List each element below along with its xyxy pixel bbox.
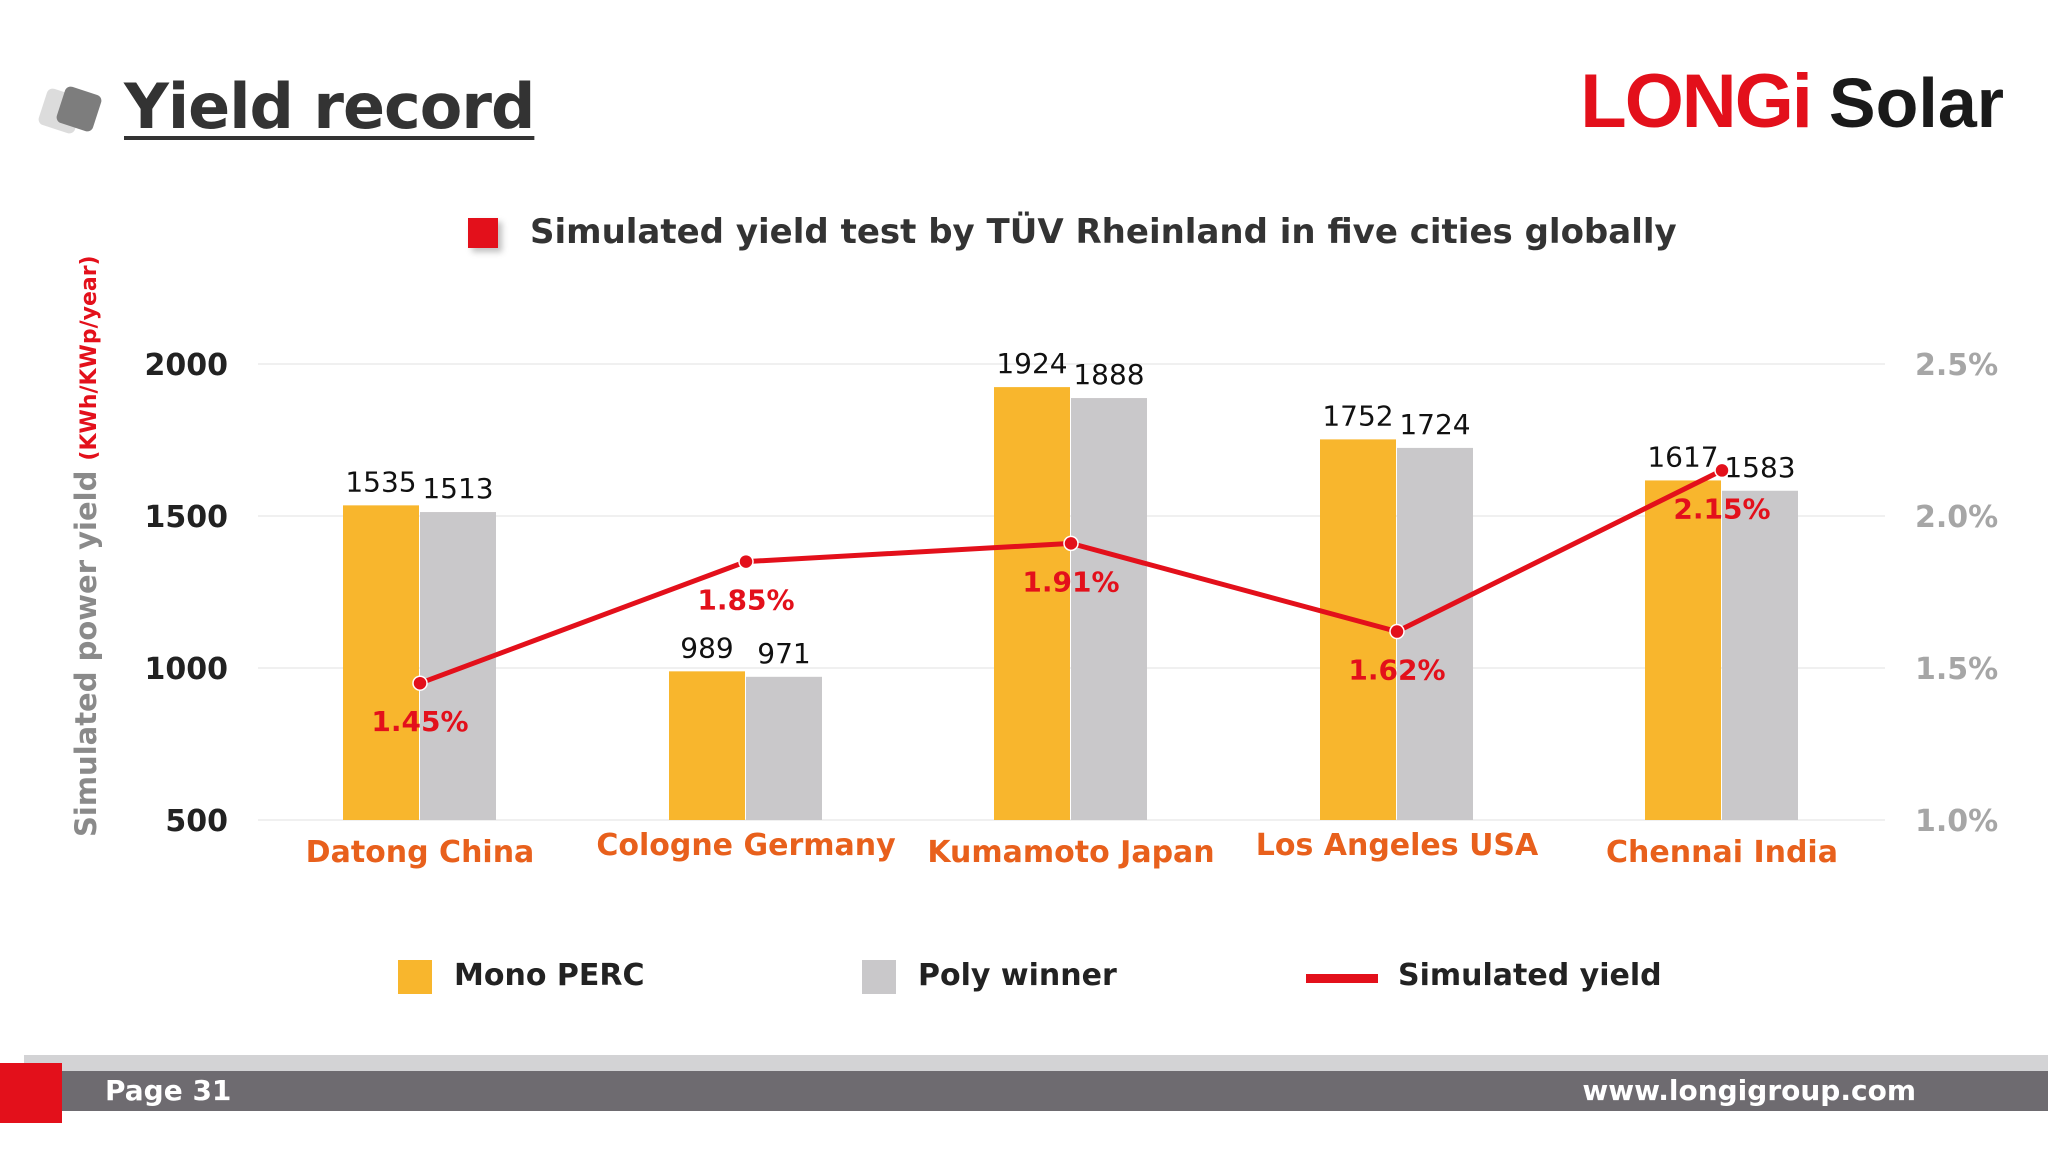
logo-word: Solar bbox=[1828, 64, 2004, 142]
legend-swatch-poly bbox=[862, 960, 896, 994]
line-data-label: 1.91% bbox=[1022, 565, 1119, 598]
line-data-label: 1.45% bbox=[371, 705, 468, 738]
y-axis-label: Simulated power yield (KWh/KWp/year) bbox=[69, 255, 103, 837]
chart-title: Simulated yield test by TÜV Rheinland in… bbox=[530, 212, 1677, 252]
x-category-label: Kumamoto Japan bbox=[927, 835, 1214, 870]
data-label-mono: 1617 bbox=[1647, 440, 1718, 473]
x-category-label: Datong China bbox=[306, 835, 535, 870]
y2-tick-label: 1.5% bbox=[1915, 652, 1998, 687]
x-category-label: Chennai India bbox=[1606, 835, 1838, 870]
website-link[interactable]: www.longigroup.com bbox=[1582, 1074, 1916, 1107]
y-axis-unit: (KWh/KWp/year) bbox=[77, 255, 102, 460]
page-title: Yield record bbox=[124, 70, 535, 143]
data-label-poly: 1513 bbox=[422, 472, 493, 505]
chart-legend: Mono PERC Poly winner Simulated yield bbox=[0, 956, 2048, 1006]
bar-poly-winner bbox=[1397, 447, 1473, 820]
line-point bbox=[1389, 623, 1405, 640]
y-tick-label: 500 bbox=[165, 804, 228, 839]
rounded-square-icon bbox=[38, 86, 102, 134]
footer-divider bbox=[24, 1055, 2048, 1071]
legend-swatch-mono bbox=[398, 960, 432, 994]
data-label-mono: 1924 bbox=[996, 347, 1067, 380]
data-label-poly: 971 bbox=[757, 637, 810, 670]
bar-mono-perc bbox=[669, 671, 745, 820]
page-number: Page 31 bbox=[105, 1074, 232, 1107]
y2-tick-label: 1.0% bbox=[1915, 804, 1998, 839]
logo-mark-text: LONGi bbox=[1580, 59, 1813, 144]
y-tick-label: 1500 bbox=[145, 500, 229, 535]
bar-mono-perc bbox=[1645, 480, 1721, 820]
line-point bbox=[1063, 535, 1079, 552]
footer-bar bbox=[62, 1071, 2048, 1111]
data-label-poly: 1888 bbox=[1073, 358, 1144, 391]
line-data-label: 2.15% bbox=[1673, 492, 1770, 525]
data-label-mono: 1752 bbox=[1322, 399, 1393, 432]
data-label-mono: 1535 bbox=[345, 465, 416, 498]
legend-label-poly: Poly winner bbox=[918, 958, 1117, 993]
bar-mono-perc bbox=[994, 387, 1070, 820]
y2-tick-label: 2.5% bbox=[1915, 348, 1998, 383]
bar-poly-winner bbox=[1071, 398, 1147, 820]
bar-mono-perc bbox=[343, 505, 419, 820]
y-tick-label: 2000 bbox=[145, 348, 229, 383]
line-point bbox=[412, 675, 428, 691]
line-point bbox=[738, 553, 754, 570]
logo-mark: LONGi bbox=[1580, 58, 1813, 145]
line-data-label: 1.62% bbox=[1348, 654, 1445, 687]
data-label-mono: 989 bbox=[680, 631, 733, 664]
line-data-label: 1.85% bbox=[697, 584, 794, 617]
legend-swatch-line bbox=[1306, 974, 1378, 983]
x-category-label: Cologne Germany bbox=[596, 828, 896, 863]
line-point bbox=[1714, 462, 1730, 479]
y-axis-label-text: Simulated power yield bbox=[69, 461, 103, 837]
data-label-poly: 1724 bbox=[1399, 408, 1470, 441]
yield-chart: 500 1000 1500 2000 1.0% 1.5% 2.0% 2.5% Simulated… bbox=[69, 255, 1998, 870]
bar-poly-winner bbox=[746, 676, 822, 820]
brand-logo: LONGi Solar bbox=[1580, 58, 2004, 148]
chart-title-marker bbox=[468, 218, 498, 248]
x-category-label: Los Angeles USA bbox=[1256, 828, 1539, 863]
data-label-poly: 1583 bbox=[1724, 451, 1795, 484]
bar-poly-winner bbox=[420, 512, 496, 820]
legend-label-mono: Mono PERC bbox=[454, 958, 645, 993]
footer-accent bbox=[0, 1063, 62, 1123]
y2-tick-label: 2.0% bbox=[1915, 500, 1998, 535]
y-tick-label: 1000 bbox=[145, 652, 229, 687]
bar-poly-winner bbox=[1722, 490, 1798, 820]
legend-label-line: Simulated yield bbox=[1398, 958, 1662, 993]
